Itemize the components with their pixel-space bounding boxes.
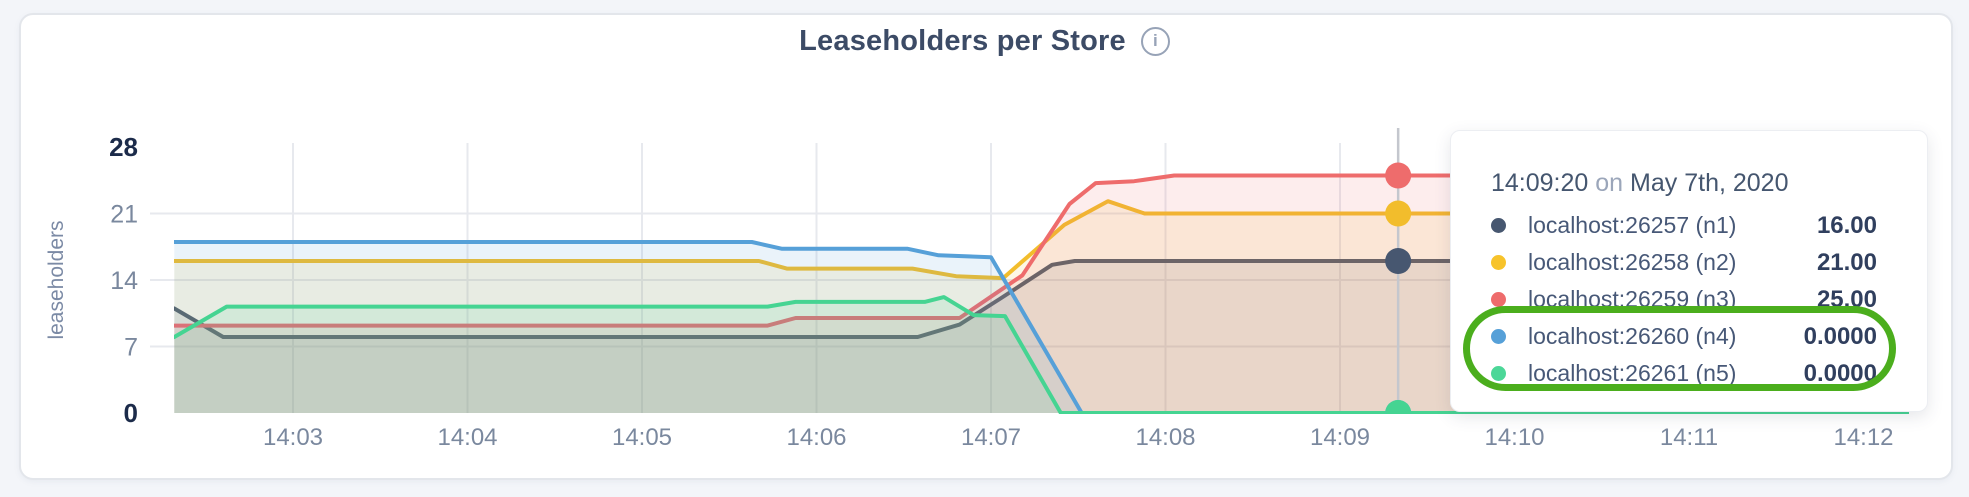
x-tick-label: 14:04	[437, 424, 497, 451]
tooltip-timestamp: 14:09:20 on May 7th, 2020	[1491, 167, 1877, 199]
series-value-n2: 21.00	[1816, 248, 1877, 276]
tooltip-time: 14:09:20	[1491, 169, 1589, 197]
x-tick-label: 14:10	[1484, 424, 1544, 451]
x-tick-label: 14:06	[786, 424, 846, 451]
series-label-n4: localhost:26260 (n4)	[1528, 323, 1737, 349]
y-tick-label: 21	[110, 200, 138, 228]
info-icon[interactable]: i	[1140, 26, 1170, 56]
series-value-n4: 0.0000	[1803, 322, 1877, 350]
x-tick-label: 14:11	[1660, 424, 1718, 451]
x-tick-label: 14:12	[1833, 424, 1893, 451]
tooltip-row-n2: localhost:26258 (n2) 21.00	[1491, 244, 1877, 281]
y-tick-label: 0	[124, 398, 138, 428]
series-value-n1: 16.00	[1816, 211, 1877, 239]
x-tick-label: 14:09	[1310, 424, 1370, 451]
tooltip-row-n4: localhost:26260 (n4) 0.0000	[1491, 318, 1877, 355]
chart-title: Leaseholders per Store	[799, 24, 1126, 57]
series-dot-n3	[1491, 292, 1506, 307]
tooltip-date: May 7th, 2020	[1630, 169, 1789, 197]
tooltip-on-word: on	[1595, 169, 1624, 197]
y-axis-title: leaseholders	[45, 220, 68, 339]
y-tick-label: 28	[109, 132, 138, 162]
x-tick-label: 14:03	[263, 424, 323, 451]
x-tick-label: 14:07	[961, 424, 1021, 451]
series-dot-n5	[1491, 366, 1506, 381]
series-value-n5: 0.0000	[1803, 359, 1877, 387]
tooltip-row-n1: localhost:26257 (n1) 16.00	[1491, 207, 1877, 244]
x-tick-label: 14:05	[612, 424, 672, 451]
series-label-n2: localhost:26258 (n2)	[1528, 249, 1737, 275]
series-dot-n1	[1491, 218, 1506, 233]
tooltip-row-n5: localhost:26261 (n5) 0.0000	[1491, 355, 1877, 392]
y-tick-label: 14	[110, 267, 138, 295]
series-label-n5: localhost:26261 (n5)	[1528, 360, 1737, 386]
tooltip-row-n3: localhost:26259 (n3) 25.00	[1491, 281, 1877, 318]
series-label-n3: localhost:26259 (n3)	[1528, 286, 1737, 312]
x-tick-label: 14:08	[1135, 424, 1195, 451]
series-value-n3: 25.00	[1816, 285, 1877, 313]
series-dot-n4	[1491, 329, 1506, 344]
series-dot-n2	[1491, 255, 1506, 270]
y-tick-label: 7	[124, 333, 138, 361]
chart-header: Leaseholders per Store i	[0, 24, 1969, 58]
series-label-n1: localhost:26257 (n1)	[1528, 212, 1737, 238]
chart-tooltip: 14:09:20 on May 7th, 2020 localhost:2625…	[1450, 130, 1928, 412]
